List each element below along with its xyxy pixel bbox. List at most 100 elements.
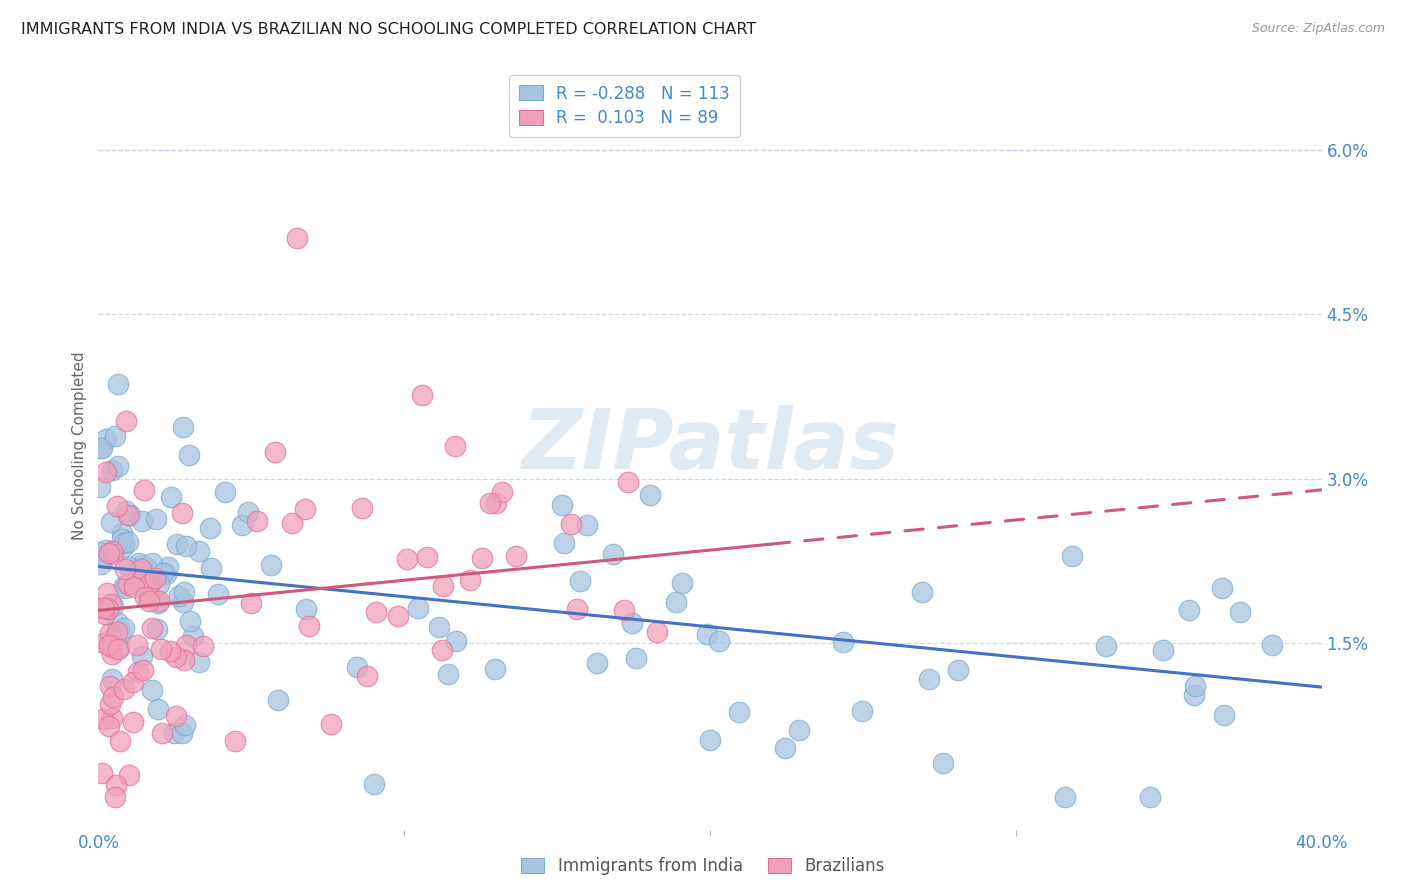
Point <box>101 632 124 647</box>
Point <box>1152 642 1174 657</box>
Point <box>240 596 263 610</box>
Point <box>1212 708 1234 723</box>
Point <box>149 641 172 656</box>
Point <box>127 564 149 578</box>
Point <box>458 574 481 588</box>
Point <box>432 579 454 593</box>
Point <box>188 544 211 558</box>
Point <box>128 556 150 570</box>
Point <box>485 496 508 510</box>
Point <box>575 517 598 532</box>
Point <box>551 498 574 512</box>
Point <box>246 514 269 528</box>
Point <box>1054 789 1077 804</box>
Point <box>620 616 643 631</box>
Point <box>163 725 186 739</box>
Point <box>100 598 122 612</box>
Point <box>626 650 648 665</box>
Point <box>165 709 187 723</box>
Point <box>432 642 454 657</box>
Point <box>148 594 170 608</box>
Point <box>135 561 157 575</box>
Point <box>89 601 111 615</box>
Point <box>118 559 141 574</box>
Point <box>115 415 138 429</box>
Point <box>285 231 308 245</box>
Point <box>173 585 195 599</box>
Point <box>505 549 527 564</box>
Point <box>105 625 128 640</box>
Point <box>198 520 221 534</box>
Point <box>1094 639 1116 653</box>
Point <box>117 508 139 523</box>
Point <box>491 484 513 499</box>
Point <box>98 679 121 693</box>
Point <box>281 516 304 531</box>
Point <box>101 544 124 558</box>
Point <box>118 508 141 522</box>
Point <box>112 681 135 696</box>
Point <box>98 546 121 560</box>
Point <box>321 717 343 731</box>
Point <box>111 541 134 555</box>
Point <box>174 718 197 732</box>
Point <box>93 549 115 563</box>
Point <box>94 607 117 622</box>
Point <box>183 630 205 644</box>
Point <box>238 505 260 519</box>
Point <box>172 506 194 520</box>
Point <box>295 602 318 616</box>
Point <box>177 449 200 463</box>
Point <box>104 429 127 443</box>
Point <box>851 705 873 719</box>
Point <box>298 618 321 632</box>
Point <box>640 488 662 502</box>
Point <box>260 558 283 572</box>
Point <box>159 643 181 657</box>
Legend: R = -0.288   N = 113, R =  0.103   N = 89: R = -0.288 N = 113, R = 0.103 N = 89 <box>509 75 740 137</box>
Point <box>471 551 494 566</box>
Point <box>138 589 160 603</box>
Point <box>191 640 214 654</box>
Point <box>146 596 169 610</box>
Point <box>1211 581 1233 595</box>
Point <box>172 420 194 434</box>
Point <box>444 439 467 453</box>
Point <box>107 641 129 656</box>
Point <box>111 533 134 547</box>
Point <box>114 581 136 595</box>
Point <box>114 504 136 518</box>
Point <box>94 432 117 446</box>
Point <box>122 580 145 594</box>
Point <box>207 587 229 601</box>
Point <box>141 621 163 635</box>
Point <box>352 500 374 515</box>
Point <box>138 594 160 608</box>
Point <box>910 584 932 599</box>
Point <box>484 662 506 676</box>
Point <box>101 547 124 561</box>
Point <box>100 640 122 654</box>
Point <box>166 537 188 551</box>
Point <box>101 672 124 686</box>
Point <box>150 726 173 740</box>
Point <box>98 626 121 640</box>
Point <box>132 663 155 677</box>
Point <box>696 627 718 641</box>
Point <box>224 734 246 748</box>
Point <box>134 591 156 605</box>
Point <box>647 625 669 640</box>
Point <box>437 666 460 681</box>
Point <box>395 552 418 566</box>
Point <box>100 516 122 530</box>
Text: ZIPatlas: ZIPatlas <box>522 406 898 486</box>
Point <box>1182 689 1205 703</box>
Point <box>429 620 451 634</box>
Point <box>946 663 969 677</box>
Point <box>665 595 688 609</box>
Point <box>411 387 433 401</box>
Point <box>187 656 209 670</box>
Point <box>917 672 939 686</box>
Point <box>121 715 143 730</box>
Point <box>152 566 174 580</box>
